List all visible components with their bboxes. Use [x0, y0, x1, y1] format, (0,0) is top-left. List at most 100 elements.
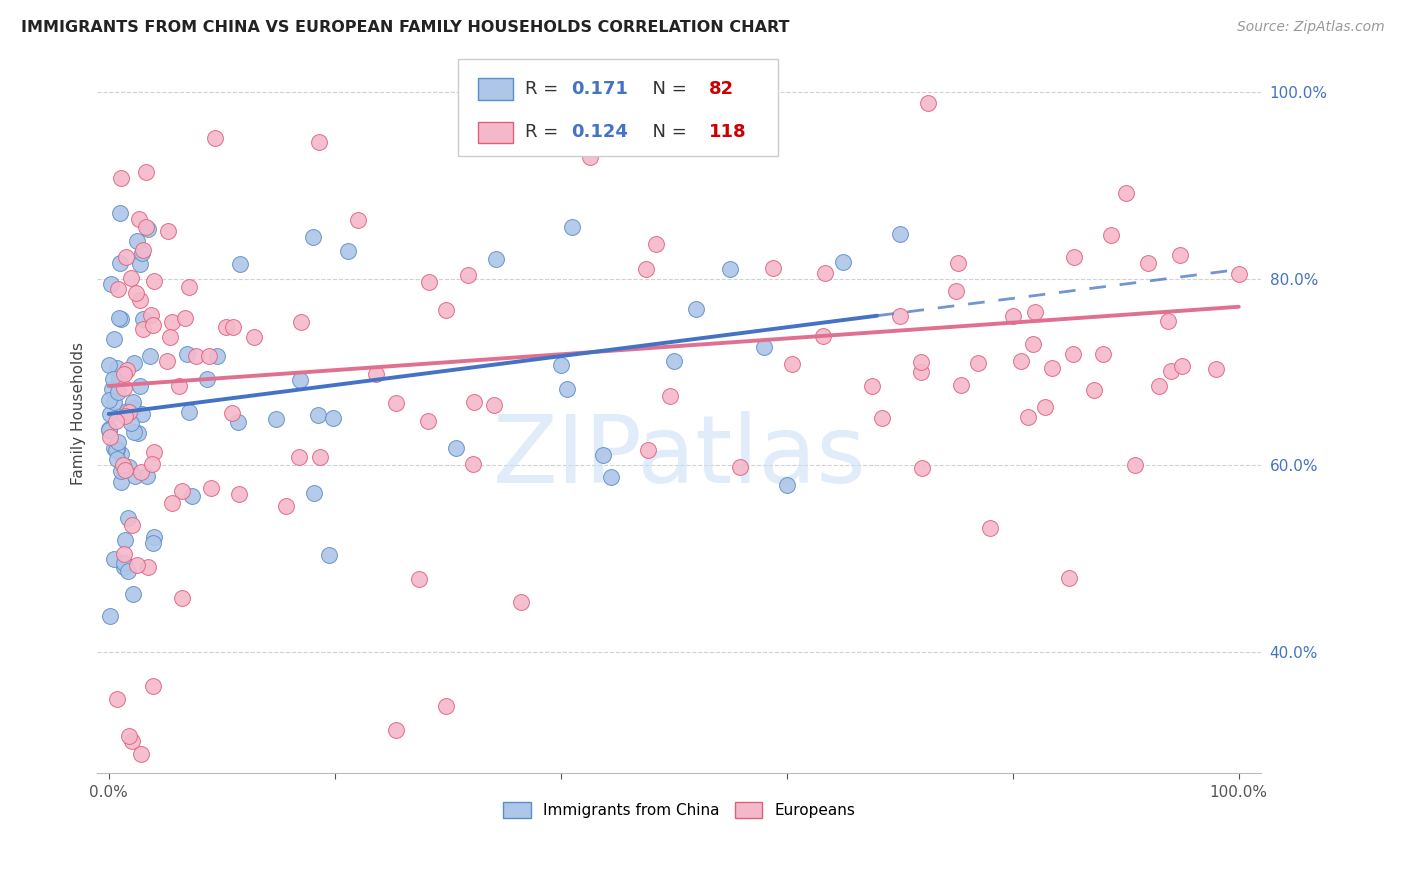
Point [752, 340, 775, 354]
Point [555, 382, 578, 396]
Point [288, 373, 311, 387]
Point [1099, 227, 1122, 242]
Point [308, 450, 330, 464]
Point [658, 388, 681, 402]
Point [125, 285, 148, 300]
Y-axis label: Family Households: Family Households [72, 343, 86, 485]
Point [98, 609, 121, 624]
Point [172, 591, 194, 606]
Point [243, 330, 266, 344]
Point [160, 315, 183, 329]
Point [110, 475, 132, 490]
Point [112, 458, 135, 472]
Point [159, 330, 181, 344]
Point [811, 329, 834, 343]
Point [142, 530, 165, 544]
Text: ZIPatlas: ZIPatlas [492, 411, 866, 503]
Point [122, 394, 145, 409]
Point [121, 587, 143, 601]
Point [125, 558, 148, 572]
Point [307, 408, 329, 422]
Point [127, 234, 149, 248]
Point [114, 409, 136, 423]
Point [112, 381, 135, 395]
Point [100, 277, 122, 292]
Point [200, 482, 222, 496]
Point [662, 353, 685, 368]
Point [156, 224, 179, 238]
FancyBboxPatch shape [478, 78, 513, 100]
Point [889, 227, 911, 241]
Point [1001, 310, 1024, 324]
Point [112, 547, 135, 561]
Point [114, 533, 136, 548]
Text: 0.124: 0.124 [571, 123, 628, 141]
Point [143, 445, 166, 459]
Point [176, 346, 198, 360]
Point [132, 312, 155, 326]
Point [1083, 383, 1105, 397]
Point [115, 404, 138, 418]
Point [174, 310, 197, 325]
Point [177, 405, 200, 419]
Point [121, 401, 143, 415]
Point [337, 244, 360, 258]
Point [946, 256, 969, 270]
Point [1137, 256, 1160, 270]
Text: 0.171: 0.171 [571, 80, 628, 98]
Point [1168, 248, 1191, 262]
Point [215, 320, 238, 334]
Point [814, 266, 837, 280]
Point [1227, 267, 1250, 281]
Point [318, 548, 340, 562]
Point [136, 222, 159, 236]
Point [108, 256, 131, 270]
Point [127, 426, 149, 441]
Point [138, 349, 160, 363]
Point [105, 452, 128, 467]
Text: R =: R = [524, 123, 564, 141]
Point [112, 367, 135, 381]
Point [121, 518, 143, 533]
Point [104, 442, 127, 457]
Point [418, 414, 440, 428]
Point [599, 470, 621, 484]
Point [204, 131, 226, 145]
Point [117, 511, 139, 525]
Point [889, 310, 911, 324]
Point [1010, 353, 1032, 368]
Point [1063, 250, 1085, 264]
Point [108, 206, 131, 220]
Point [636, 261, 658, 276]
Point [112, 556, 135, 570]
Point [98, 407, 121, 421]
Point [124, 469, 146, 483]
Point [229, 257, 252, 271]
Point [105, 442, 128, 456]
Point [592, 448, 614, 462]
Point [728, 460, 751, 475]
Point [117, 564, 139, 578]
Point [142, 318, 165, 333]
Point [143, 274, 166, 288]
Point [120, 270, 142, 285]
Point [122, 356, 145, 370]
Point [114, 463, 136, 477]
Point [118, 405, 141, 419]
Legend: Immigrants from China, Europeans: Immigrants from China, Europeans [496, 795, 863, 826]
Point [910, 365, 932, 379]
Point [129, 257, 152, 271]
Point [1092, 347, 1115, 361]
Point [221, 406, 243, 420]
Point [762, 260, 785, 275]
Point [107, 434, 129, 449]
Point [128, 211, 150, 226]
Point [302, 230, 325, 244]
Point [131, 246, 153, 260]
Point [104, 414, 127, 428]
Point [103, 395, 125, 409]
Point [132, 244, 155, 258]
Point [98, 422, 121, 436]
Point [288, 450, 311, 465]
Point [135, 164, 157, 178]
